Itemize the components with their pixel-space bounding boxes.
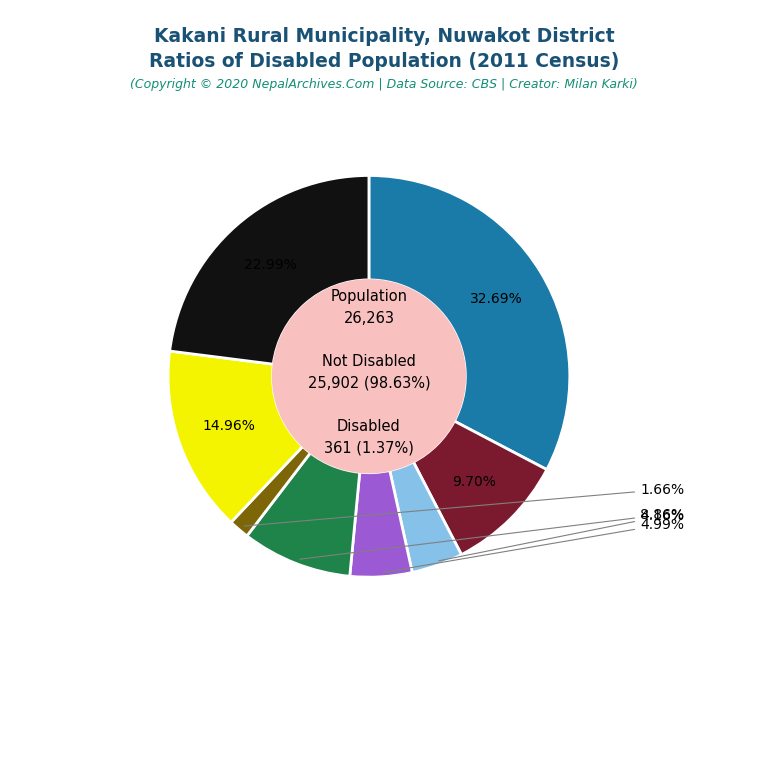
Wedge shape [369, 175, 570, 469]
Text: Population
26,263

Not Disabled
25,902 (98.63%)

Disabled
361 (1.37%): Population 26,263 Not Disabled 25,902 (9… [308, 290, 430, 455]
Wedge shape [247, 453, 359, 576]
Circle shape [273, 280, 465, 473]
Text: 22.99%: 22.99% [244, 258, 297, 272]
Text: 32.69%: 32.69% [470, 293, 522, 306]
Wedge shape [413, 421, 547, 554]
Wedge shape [168, 351, 303, 522]
Text: (Copyright © 2020 NepalArchives.Com | Data Source: CBS | Creator: Milan Karki): (Copyright © 2020 NepalArchives.Com | Da… [130, 78, 638, 91]
Text: 14.96%: 14.96% [203, 419, 256, 433]
Text: 9.70%: 9.70% [452, 475, 496, 488]
Text: Ratios of Disabled Population (2011 Census): Ratios of Disabled Population (2011 Cens… [149, 52, 619, 71]
Wedge shape [231, 446, 310, 536]
Wedge shape [349, 471, 412, 578]
Wedge shape [170, 175, 369, 364]
Text: 4.16%: 4.16% [439, 509, 684, 561]
Text: 1.66%: 1.66% [244, 482, 684, 526]
Text: 8.86%: 8.86% [300, 508, 684, 559]
Text: 4.99%: 4.99% [384, 518, 684, 572]
Text: Kakani Rural Municipality, Nuwakot District: Kakani Rural Municipality, Nuwakot Distr… [154, 27, 614, 46]
Wedge shape [389, 462, 462, 572]
